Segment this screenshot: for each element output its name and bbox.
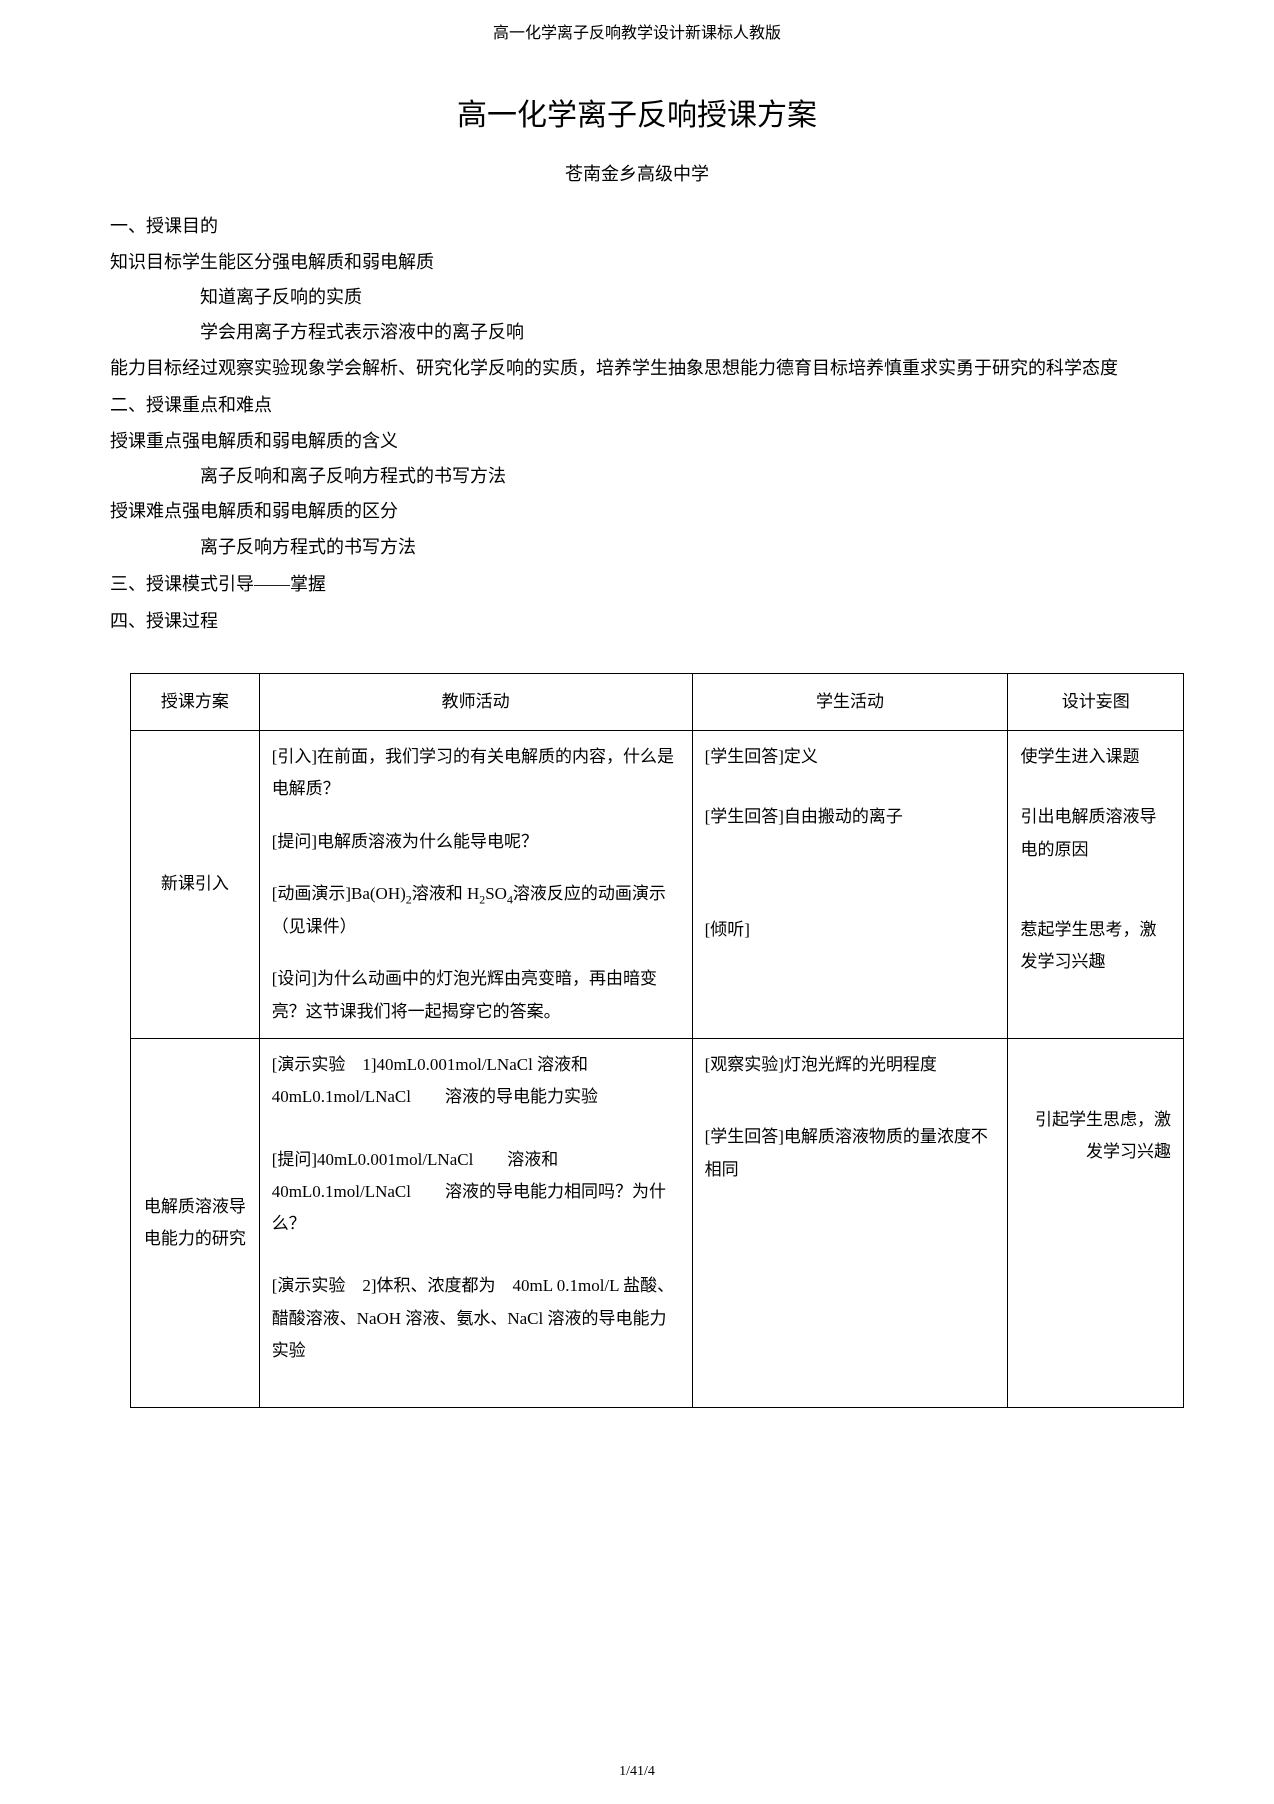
- text-fragment: SO: [485, 884, 507, 903]
- table-header: 教师活动: [259, 673, 692, 730]
- table-header-row: 授课方案 教师活动 学生活动 设计妄图: [131, 673, 1184, 730]
- cell-paragraph: [演示实验 1]40mL0.001mol/LNaCl 溶液和 40mL0.1mo…: [272, 1049, 680, 1114]
- table-header: 授课方案: [131, 673, 260, 730]
- cell-paragraph: [提问]40mL0.001mol/LNaCl 溶液和 40mL0.1mol/LN…: [272, 1144, 680, 1241]
- cell-paragraph: [提问]电解质溶液为什么能导电呢？: [272, 826, 680, 858]
- cell-paragraph: [学生回答]电解质溶液物质的量浓度不相同: [705, 1121, 996, 1186]
- cell-paragraph: [设问]为什么动画中的灯泡光辉由亮变暗，再由暗变亮？这节课我们将一起揭穿它的答案…: [272, 963, 680, 1028]
- cell-paragraph: [学生回答]自由搬动的离子: [705, 801, 996, 833]
- body-text: 知识目标学生能区分强电解质和弱电解质: [110, 246, 1164, 278]
- lesson-plan-table: 授课方案 教师活动 学生活动 设计妄图 新课引入 [引入]在前面，我们学习的有关…: [130, 673, 1184, 1408]
- cell-paragraph: [学生回答]定义: [705, 741, 996, 773]
- body-text: 授课重点强电解质和弱电解质的含义: [110, 425, 1164, 457]
- page-number: 1/41/4: [619, 1759, 655, 1784]
- table-cell-intent: 引起学生思虑，激发学习兴趣: [1008, 1038, 1184, 1407]
- table-cell-intent: 使学生进入课题 引出电解质溶液导电的原因 惹起学生思考，激发学习兴趣: [1008, 731, 1184, 1039]
- section-1-heading: 一、授课目的: [110, 210, 1164, 242]
- table-header: 学生活动: [692, 673, 1008, 730]
- cell-paragraph: [演示实验 2]体积、浓度都为 40mL 0.1mol/L 盐酸、醋酸溶液、Na…: [272, 1270, 680, 1367]
- cell-paragraph: 惹起学生思考，激发学习兴趣: [1020, 914, 1171, 979]
- document-title: 高一化学离子反响授课方案: [110, 89, 1164, 143]
- section-3-heading: 三、授课模式引导——掌握: [110, 568, 1164, 600]
- body-text: 知道离子反响的实质: [110, 281, 1164, 313]
- section-2-heading: 二、授课重点和难点: [110, 389, 1164, 421]
- cell-paragraph: [引入]在前面，我们学习的有关电解质的内容，什么是电解质？: [272, 741, 680, 806]
- table-header: 设计妄图: [1008, 673, 1184, 730]
- table-cell-label: 电解质溶液导电能力的研究: [131, 1038, 260, 1407]
- cell-paragraph: 引起学生思虑，激发学习兴趣: [1020, 1104, 1171, 1169]
- body-text: 授课难点强电解质和弱电解质的区分: [110, 495, 1164, 527]
- table-row: 电解质溶液导电能力的研究 [演示实验 1]40mL0.001mol/LNaCl …: [131, 1038, 1184, 1407]
- table-cell-student: [学生回答]定义 [学生回答]自由搬动的离子 [倾听]: [692, 731, 1008, 1039]
- table-cell-label: 新课引入: [131, 731, 260, 1039]
- body-text: 离子反响方程式的书写方法: [110, 531, 1164, 563]
- document-subtitle: 苍南金乡高级中学: [110, 158, 1164, 190]
- section-4-heading: 四、授课过程: [110, 605, 1164, 637]
- body-text: 学会用离子方程式表示溶液中的离子反响: [110, 316, 1164, 348]
- text-fragment: 溶液和 H: [412, 884, 480, 903]
- cell-paragraph: [动画演示]Ba(OH)2溶液和 H2SO4溶液反应的动画演示（见课件）: [272, 878, 680, 943]
- page-header: 高一化学离子反响教学设计新课标人教版: [110, 20, 1164, 49]
- cell-paragraph: [倾听]: [705, 914, 996, 946]
- body-text: 离子反响和离子反响方程式的书写方法: [110, 460, 1164, 492]
- table-row: 新课引入 [引入]在前面，我们学习的有关电解质的内容，什么是电解质？ [提问]电…: [131, 731, 1184, 1039]
- cell-paragraph: 引出电解质溶液导电的原因: [1020, 801, 1171, 866]
- cell-paragraph: [观察实验]灯泡光辉的光明程度: [705, 1049, 996, 1081]
- text-fragment: [动画演示]Ba(OH): [272, 884, 406, 903]
- body-text: 能力目标经过观察实验现象学会解析、研究化学反响的实质，培养学生抽象思想能力德育目…: [110, 352, 1164, 384]
- table-cell-teacher: [引入]在前面，我们学习的有关电解质的内容，什么是电解质？ [提问]电解质溶液为…: [259, 731, 692, 1039]
- cell-paragraph: 使学生进入课题: [1020, 741, 1171, 773]
- table-cell-student: [观察实验]灯泡光辉的光明程度 [学生回答]电解质溶液物质的量浓度不相同: [692, 1038, 1008, 1407]
- table-cell-teacher: [演示实验 1]40mL0.001mol/LNaCl 溶液和 40mL0.1mo…: [259, 1038, 692, 1407]
